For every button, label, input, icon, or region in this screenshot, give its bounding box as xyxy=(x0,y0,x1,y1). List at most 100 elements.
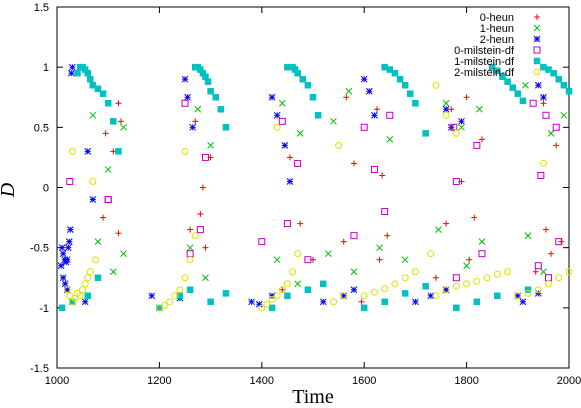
data-point xyxy=(115,100,122,107)
data-point xyxy=(94,238,102,246)
data-point xyxy=(435,226,442,233)
legend-marker xyxy=(533,24,541,32)
data-point xyxy=(76,292,84,300)
data-point xyxy=(340,238,347,245)
x-tick-label: 1800 xyxy=(454,375,478,387)
data-point xyxy=(325,250,332,258)
data-point xyxy=(102,130,109,137)
data-point xyxy=(488,63,496,71)
data-point xyxy=(376,256,383,263)
data-point xyxy=(552,123,560,131)
data-point xyxy=(283,220,291,228)
data-point xyxy=(478,250,486,258)
data-point xyxy=(350,232,358,240)
data-point xyxy=(422,130,429,137)
data-point xyxy=(442,99,450,107)
data-point xyxy=(74,69,81,77)
data-point xyxy=(407,90,414,97)
data-point xyxy=(386,136,394,143)
data-point xyxy=(519,97,527,105)
series-2-heun xyxy=(57,63,547,312)
data-point xyxy=(273,123,281,131)
data-point xyxy=(181,147,189,155)
x-tick-label: 1000 xyxy=(45,375,69,387)
data-point xyxy=(115,148,122,155)
data-point xyxy=(104,196,112,204)
data-point xyxy=(319,280,327,288)
data-point xyxy=(350,268,358,276)
data-point xyxy=(450,123,458,131)
data-points xyxy=(57,63,573,312)
x-tick-label: 1200 xyxy=(147,375,171,387)
legend: 0-heun1-heun2-heun0-milstein-df1-milstei… xyxy=(454,12,541,79)
data-point xyxy=(63,256,71,264)
data-point xyxy=(268,304,276,312)
axis-ticks: 1000 1200 1400 1600 1800 2000 -1.5 -1 -0.5 0 0.5 1 1… xyxy=(30,2,581,387)
data-point xyxy=(86,268,94,276)
data-point xyxy=(161,301,169,309)
data-point xyxy=(524,232,532,239)
legend-label: 1-heun xyxy=(480,23,514,35)
data-point xyxy=(68,147,76,155)
data-point xyxy=(65,238,73,246)
data-point xyxy=(109,268,117,276)
legend-label: 2-milstein-df xyxy=(454,67,515,79)
y-tick-label: -0.5 xyxy=(30,243,49,255)
data-point xyxy=(202,274,209,282)
data-point xyxy=(268,295,276,303)
legend-label: 0-milstein-df xyxy=(454,45,515,57)
data-point xyxy=(181,75,189,83)
data-point xyxy=(59,274,67,282)
data-point xyxy=(273,256,281,264)
data-point xyxy=(519,298,527,306)
data-point xyxy=(186,244,194,252)
x-tick-label: 1400 xyxy=(250,375,274,387)
data-point xyxy=(81,280,89,288)
data-point xyxy=(294,159,302,167)
data-point xyxy=(391,69,399,77)
y-axis-label: D xyxy=(0,182,19,198)
data-point xyxy=(89,196,97,203)
data-point xyxy=(478,238,486,246)
data-point xyxy=(478,136,485,143)
legend-marker xyxy=(533,57,541,65)
data-point xyxy=(186,256,194,264)
y-tick-label: 1.5 xyxy=(34,2,49,14)
data-point xyxy=(522,81,529,89)
data-point xyxy=(104,166,112,173)
data-point xyxy=(186,286,194,294)
data-point xyxy=(540,100,547,107)
data-point xyxy=(87,75,94,83)
data-point xyxy=(278,286,286,294)
data-point xyxy=(263,300,271,308)
data-point xyxy=(319,298,327,306)
data-point xyxy=(63,286,71,294)
data-point xyxy=(360,75,368,83)
data-point xyxy=(273,111,281,119)
data-point xyxy=(299,75,307,83)
legend-marker xyxy=(534,14,540,20)
data-point xyxy=(452,274,460,282)
data-point xyxy=(432,292,440,300)
data-point xyxy=(553,142,560,149)
data-point xyxy=(401,290,409,297)
data-point xyxy=(184,93,191,101)
y-tick-label: 0.5 xyxy=(34,122,49,134)
y-tick-label: -1 xyxy=(39,303,49,315)
data-point xyxy=(432,274,439,281)
data-point xyxy=(391,280,399,288)
data-point xyxy=(69,63,76,71)
data-point xyxy=(401,256,409,264)
data-point xyxy=(452,282,460,290)
data-point xyxy=(91,256,99,264)
data-point xyxy=(89,177,97,185)
data-point xyxy=(286,178,294,185)
data-point xyxy=(84,292,91,300)
data-point xyxy=(248,298,255,306)
data-point xyxy=(89,111,97,119)
data-point xyxy=(171,292,179,300)
data-point xyxy=(189,123,197,131)
series-2-milstein-df xyxy=(63,81,573,312)
data-point xyxy=(258,304,266,312)
data-point xyxy=(442,286,450,294)
